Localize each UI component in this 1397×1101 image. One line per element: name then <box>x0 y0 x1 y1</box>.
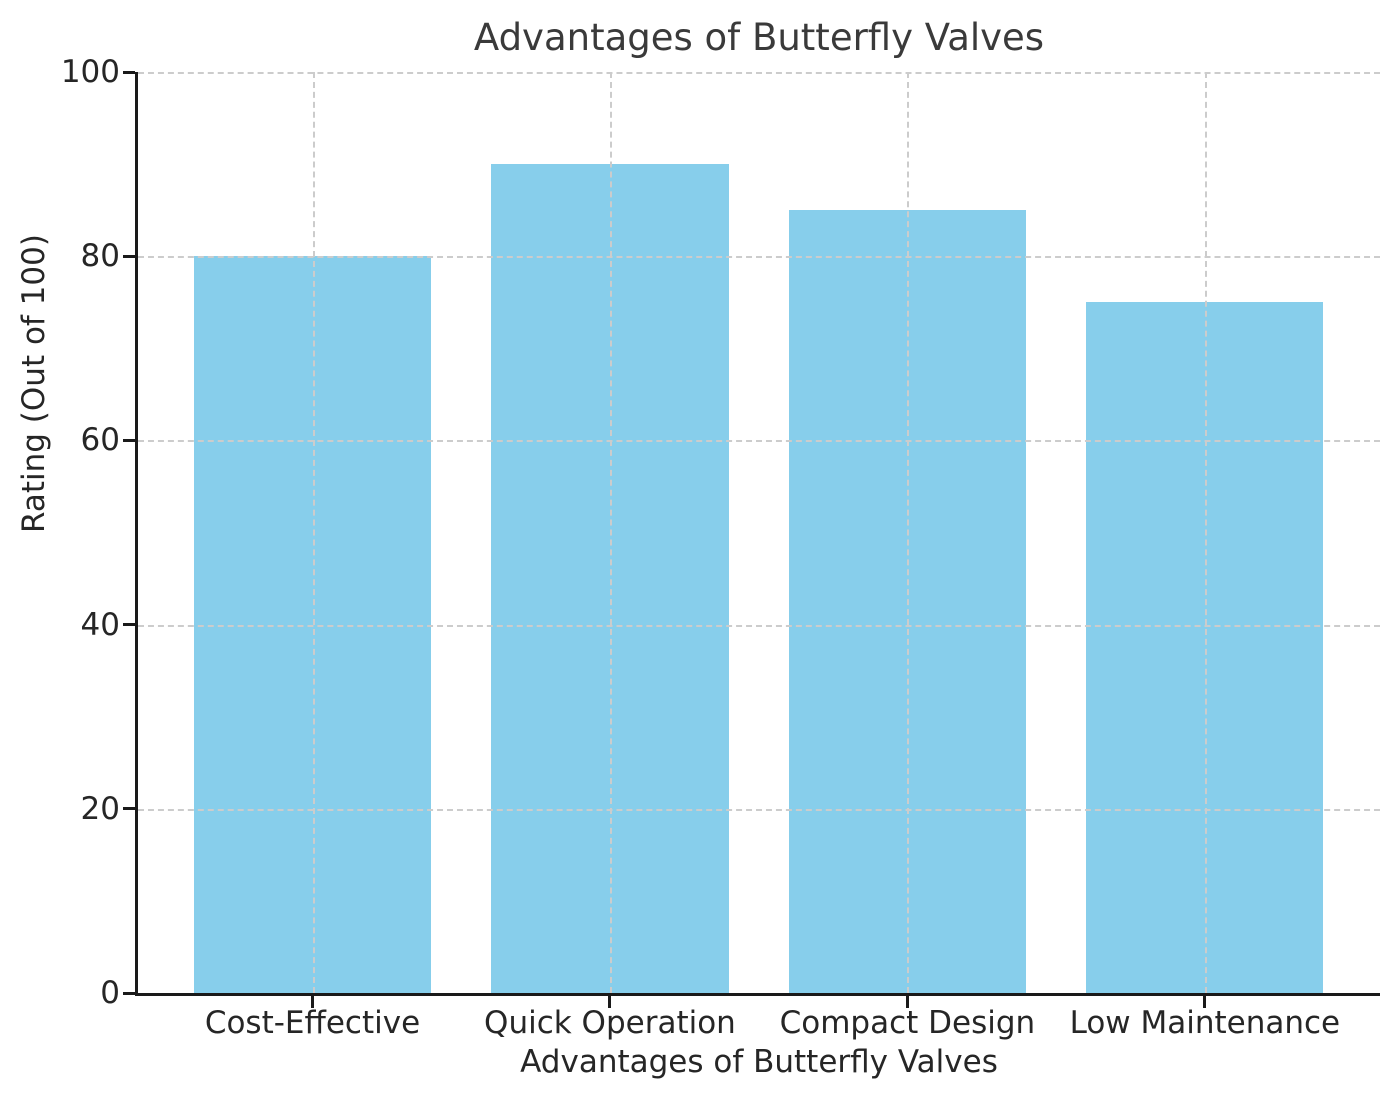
x-axis-spine <box>135 993 1380 996</box>
x-tick-mark-low-maintenance <box>1203 996 1207 1008</box>
gridline-y-80 <box>138 256 1380 259</box>
gridline-y-60 <box>138 440 1380 443</box>
y-tick-label-20: 20 <box>80 790 120 827</box>
gridline-y-40 <box>138 624 1380 627</box>
gridline-x-compact-design <box>907 72 910 993</box>
gridline-y-20 <box>138 808 1380 811</box>
x-tick-label-quick-operation: Quick Operation <box>484 1005 736 1041</box>
gridline-x-quick-operation <box>609 72 612 993</box>
chart-title: Advantages of Butterfly Valves <box>473 16 1045 59</box>
gridline-x-cost-effective <box>312 72 315 993</box>
y-tick-mark-80 <box>123 254 135 258</box>
x-tick-mark-cost-effective <box>311 996 314 1008</box>
gridline-y-100 <box>138 72 1380 74</box>
x-tick-label-low-maintenance: Low Maintenance <box>1069 1005 1341 1041</box>
x-tick-mark-compact-design <box>905 996 909 1008</box>
y-tick-mark-20 <box>123 807 135 811</box>
x-tick-label-cost-effective: Cost-Effective <box>204 1005 421 1041</box>
y-tick-label-0: 0 <box>100 975 120 1011</box>
x-tick-mark-quick-operation <box>608 996 612 1008</box>
y-tick-label-80: 80 <box>80 238 120 275</box>
y-tick-label-40: 40 <box>80 606 120 643</box>
x-tick-label-compact-design: Compact Design <box>779 1005 1036 1041</box>
y-tick-mark-0 <box>123 991 135 995</box>
gridline-x-low-maintenance <box>1204 72 1207 993</box>
y-tick-mark-40 <box>123 623 135 627</box>
y-axis-spine <box>135 72 138 996</box>
y-tick-mark-100 <box>123 70 135 74</box>
y-tick-label-100: 100 <box>60 54 120 90</box>
y-tick-label-60: 60 <box>80 422 120 459</box>
y-tick-mark-60 <box>123 438 135 442</box>
x-axis-label: Advantages of Butterfly Valves <box>520 1044 998 1080</box>
plot-area <box>135 72 1380 996</box>
